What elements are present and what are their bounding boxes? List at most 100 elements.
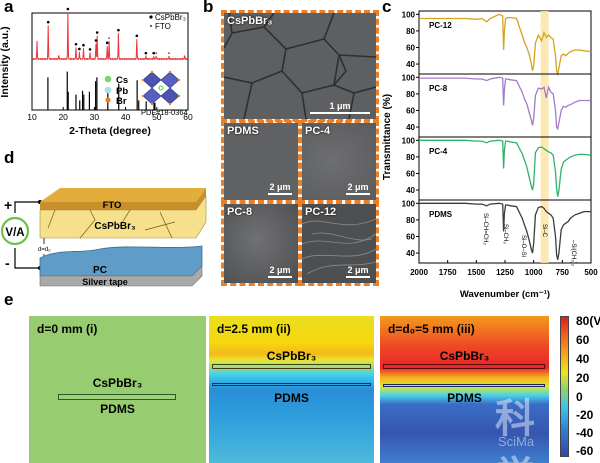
xrd-chart: 10 20 30 40 50 60 Intensity (a.u.) 2-Theta (d… [0, 7, 193, 137]
ftir-y-tick-label: 100 [402, 199, 416, 208]
xrd-peak-marker-cspbbr3 [78, 47, 81, 51]
meter-label: V/A [5, 227, 24, 239]
pdms-layer-label: PDMS [100, 402, 135, 416]
sem-grains [224, 13, 376, 119]
cspbbr3-layer-label: CsPbBr₃ [439, 349, 490, 363]
ftir-x-tick-label: 750 [556, 268, 570, 277]
annotation-si-c: Si–C [541, 224, 547, 238]
legend-cspbbr3: CsPbBr₃ [155, 13, 186, 22]
ftir-y-tick-label: 80 [406, 90, 415, 99]
plus-terminal: + [4, 197, 12, 213]
xrd-peak-marker-cspbbr3 [144, 51, 148, 55]
colorbar-tick: 80(V) [576, 314, 600, 328]
panel-c-label: c [382, 0, 392, 16]
xrd-x-tick-label: 10 [27, 112, 37, 122]
annotation-si-ch3: Si–CH₃ [502, 224, 508, 244]
scale-bar: 2 μm [346, 182, 370, 195]
sem-title: PC-8 [227, 206, 253, 218]
field-map-i: d=0 mm (i) CsPbBr₃ PDMS [29, 316, 206, 463]
atom-br-icon [105, 97, 111, 103]
cspbbr3-layer-label: CsPbBr₃ [266, 349, 317, 363]
xrd-peak-marker-cspbbr3 [94, 39, 98, 42]
scale-bar: 2 μm [346, 265, 370, 278]
ftir-x-tick-label: 500 [584, 268, 598, 277]
layer-outline [383, 384, 545, 387]
xrd-reference-series [47, 71, 156, 110]
colorbar [560, 316, 569, 457]
xrd-x-tick-label: 50 [152, 112, 162, 122]
scale-bar: 2 μm [268, 182, 292, 195]
sem-image-cspbbr3: CsPbBr₃ 1 μm [221, 10, 379, 122]
xrd-y-label: Intensity (a.u.) [0, 26, 11, 97]
colorbar-tick: -40 [576, 426, 594, 440]
xrd-peak-marker-cspbbr3 [105, 41, 109, 45]
ftir-series-label: PC-12 [429, 21, 452, 30]
silver-tape-layer [39, 265, 203, 287]
ftir-y-tick-label: 100 [402, 136, 416, 145]
panel-b-label: b [203, 0, 214, 16]
ftir-y-tick-label: 60 [406, 232, 415, 241]
ftir-y-tick-label: 60 [406, 169, 415, 178]
pdf-reference-label: PDF#18-0364 [141, 108, 188, 117]
sem-title: PDMS [227, 125, 259, 137]
xrd-peak-marker-cspbbr3 [82, 43, 85, 47]
legend-marker-fto [149, 24, 153, 28]
ftir-x-tick-label: 1000 [525, 268, 543, 277]
colorbar-tick: -60 [576, 444, 594, 458]
crystal-structure-icon [141, 70, 181, 106]
xrd-x-label: 2-Theta (degree) [69, 125, 151, 137]
field-map-title: d=d₀=5 mm (iii) [388, 322, 475, 336]
layer-outline [383, 364, 545, 369]
ftir-y-tick-label: 100 [402, 10, 416, 19]
xrd-peak-marker-cspbbr3 [95, 31, 99, 34]
xrd-peak-marker-fto [168, 52, 170, 55]
field-map-title: d=2.5 mm (ii) [217, 322, 291, 336]
scale-bar: 2 μm [268, 265, 292, 278]
ftir-y-tick-label: 40 [406, 123, 415, 132]
xrd-x-ticks: 10 20 30 40 50 60 [27, 107, 193, 122]
sem-title: CsPbBr₃ [227, 15, 273, 27]
xrd-peak-marker-cspbbr3 [66, 7, 70, 11]
cspbbr3-label: CsPbBr₃ [94, 221, 136, 232]
fto-side [40, 188, 206, 210]
colorbar-tick: 40 [576, 352, 590, 366]
xrd-measured-series [31, 7, 189, 61]
gap-label: d=d₀ [38, 247, 51, 253]
ftir-x-tick-label: 1750 [439, 268, 457, 277]
sem-image-pc-8: PC-8 2 μm [221, 201, 301, 286]
xrd-peak-marker-cspbbr3 [152, 51, 155, 55]
scale-bar: 1 μm [310, 101, 370, 114]
fto-top-face [40, 188, 206, 202]
ftir-y-tick-label: 80 [406, 27, 415, 36]
ftir-line-pc-8 [419, 76, 591, 131]
layer-outline [212, 364, 371, 369]
ftir-y-tick-label: 40 [406, 249, 415, 258]
silver-tape-label: Silver tape [82, 277, 128, 287]
sem-title: PC-4 [305, 125, 331, 137]
ftir-series-label: PC-4 [429, 147, 448, 156]
xrd-peak-marker-cspbbr3 [74, 42, 78, 46]
ftir-x-label: Wavenumber (cm⁻¹) [460, 289, 550, 300]
ftir-x-tick-label: 1250 [496, 268, 514, 277]
panel-a-label: a [4, 0, 14, 16]
xrd-peak-marker-fto [155, 52, 158, 55]
sem-fibers [302, 204, 376, 283]
ftir-y-label: Transmittance (%) [382, 94, 393, 180]
ftir-line-pc-12 [419, 13, 592, 77]
atom-cs-icon [104, 75, 112, 83]
xrd-measured-line [31, 12, 189, 61]
cspbbr3-layer [39, 195, 207, 239]
ftir-series-label: PDMS [429, 210, 453, 219]
atom-cs-label: Cs [116, 75, 128, 86]
ftir-series-label: PC-8 [429, 84, 448, 93]
layer-outline [58, 394, 176, 400]
field-map-ii: d=2.5 mm (ii) CsPbBr₃ PDMS [209, 316, 374, 463]
watermark-cn: 科学 [495, 397, 535, 463]
panel-d-label: d [4, 148, 15, 167]
legend-marker-cspbbr3 [149, 15, 153, 19]
fto-label: FTO [103, 200, 122, 211]
minus-terminal: - [5, 255, 10, 271]
ftir-line-pdms [419, 202, 591, 260]
ftir-y-tick-label: 40 [406, 186, 415, 195]
layer-outline [212, 383, 371, 386]
